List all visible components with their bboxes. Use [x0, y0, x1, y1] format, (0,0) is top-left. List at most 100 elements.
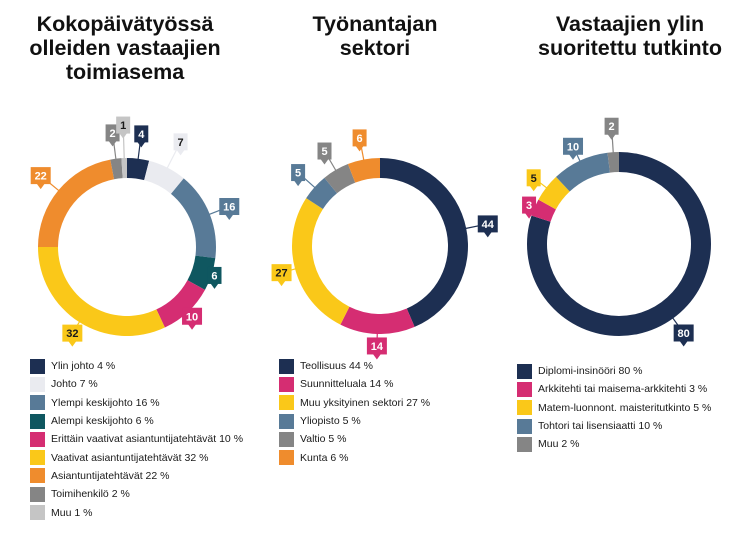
svg-text:1: 1 — [120, 120, 126, 132]
legend-swatch — [279, 395, 294, 411]
legend-label: Suunnitteluala 14 % — [300, 378, 394, 391]
legend-item: Ylempi keskijohto 16 % — [30, 394, 243, 412]
legend-swatch — [30, 358, 45, 374]
data-label: 32 — [62, 320, 83, 347]
donut-slice — [607, 152, 619, 173]
legend-label: Erittäin vaativat asiantuntijatehtävät 1… — [51, 433, 244, 446]
data-label: 6 — [207, 266, 222, 289]
legend-item: Kunta 6 % — [279, 448, 430, 466]
data-label: 80 — [671, 316, 694, 347]
legend-item: Muu 1 % — [30, 503, 243, 521]
legend-swatch — [517, 436, 532, 452]
legend-label: Johto 7 % — [51, 378, 98, 391]
legend-label: Ylempi keskijohto 16 % — [51, 396, 160, 409]
data-label: 6 — [352, 129, 367, 162]
data-label: 2 — [105, 124, 120, 161]
svg-text:5: 5 — [321, 146, 327, 158]
data-label: 1 — [116, 116, 131, 161]
legend-label: Muu 2 % — [538, 438, 580, 451]
data-label: 10 — [182, 307, 203, 330]
donut-slice — [38, 159, 115, 247]
data-label: 4 — [134, 125, 149, 161]
legend-swatch — [30, 395, 45, 411]
legend-swatch — [279, 450, 294, 466]
svg-text:6: 6 — [211, 270, 217, 282]
legend-item: Erittäin vaativat asiantuntijatehtävät 1… — [30, 430, 243, 448]
legend-item: Ylin johto 4 % — [30, 357, 243, 375]
data-label: 16 — [207, 198, 240, 221]
legend-item: Yliopisto 5 % — [279, 412, 430, 430]
data-label: 2 — [604, 117, 619, 155]
legend-label: Valtio 5 % — [300, 433, 347, 446]
legend-item: Vaativat asiantuntijatehtävät 32 % — [30, 448, 243, 466]
svg-text:3: 3 — [526, 200, 532, 212]
legend-item: Matem-luonnont. maisteritutkinto 5 % — [517, 399, 711, 417]
legend-label: Alempi keskijohto 6 % — [51, 415, 154, 428]
legend-label: Toimihenkilö 2 % — [51, 488, 130, 501]
donut-slice — [144, 160, 184, 194]
svg-text:4: 4 — [138, 129, 145, 141]
legend-item: Toimihenkilö 2 % — [30, 485, 243, 503]
donut-slice — [347, 158, 380, 183]
legend-label: Asiantuntijatehtävät 22 % — [51, 469, 170, 482]
legend-swatch — [517, 400, 532, 416]
data-label: 5 — [291, 164, 317, 190]
svg-text:22: 22 — [35, 171, 47, 183]
legend-item: Arkkitehti tai maisema-arkkitehti 3 % — [517, 380, 711, 398]
data-label: 3 — [522, 196, 537, 219]
donut-chart-sector: 44 14 27 5 5 6 — [271, 129, 498, 360]
svg-text:14: 14 — [371, 341, 384, 353]
legend-swatch — [279, 431, 294, 447]
svg-text:27: 27 — [275, 268, 287, 280]
svg-text:2: 2 — [110, 128, 116, 140]
chart-title-sector: Työnantajan sektori — [312, 12, 438, 60]
data-label: 14 — [366, 331, 387, 360]
legend-label: Teollisuus 44 % — [300, 360, 373, 373]
data-label: 7 — [165, 133, 188, 170]
chart-panel-sector: Työnantajan sektori 44 14 27 5 5 6 Teollisuus… — [250, 0, 500, 546]
legend-swatch — [517, 363, 532, 379]
legend-item: Teollisuus 44 % — [279, 357, 430, 375]
legend-swatch — [279, 376, 294, 392]
legend-swatch — [279, 413, 294, 429]
legend-item: Asiantuntijatehtävät 22 % — [30, 467, 243, 485]
legend-item: Muu 2 % — [517, 435, 711, 453]
legend-label: Muu 1 % — [51, 506, 93, 519]
data-label: 5 — [526, 169, 549, 192]
chart-title-degree: Vastaajien ylin suoritettu tutkinto — [538, 12, 722, 60]
legend-label: Ylin johto 4 % — [51, 360, 116, 373]
legend-swatch — [517, 418, 532, 434]
legend-item: Tohtori tai lisensiaatti 10 % — [517, 417, 711, 435]
donut-slice — [156, 280, 205, 328]
legend-swatch — [30, 376, 45, 392]
legend-item: Valtio 5 % — [279, 430, 430, 448]
chart-panel-position: Kokopäivätyössä olleiden vastaajien toim… — [0, 0, 250, 546]
donut-slice — [110, 158, 123, 180]
svg-text:80: 80 — [678, 328, 690, 340]
legend-swatch — [30, 468, 45, 484]
svg-text:5: 5 — [295, 168, 301, 180]
legend-item: Suunnitteluala 14 % — [279, 375, 430, 393]
legend-label: Matem-luonnont. maisteritutkinto 5 % — [538, 401, 712, 414]
chart-title-position: Kokopäivätyössä olleiden vastaajien toim… — [29, 12, 221, 84]
legend-swatch — [30, 486, 45, 502]
svg-text:2: 2 — [609, 121, 615, 133]
svg-text:32: 32 — [66, 328, 78, 340]
svg-text:10: 10 — [567, 141, 579, 153]
donut-chart-degree: 80 3 5 10 2 — [522, 117, 711, 347]
donut-slice — [127, 158, 150, 181]
legend-swatch — [30, 413, 45, 429]
donut-slice — [324, 164, 356, 194]
donut-slice — [556, 152, 610, 192]
legend-swatch — [30, 505, 45, 521]
legend-label: Tohtori tai lisensiaatti 10 % — [538, 420, 663, 433]
legend-label: Vaativat asiantuntijatehtävät 32 % — [51, 451, 209, 464]
donut-slice — [121, 158, 127, 179]
donut-slice — [538, 176, 570, 210]
legend-item: Alempi keskijohto 6 % — [30, 412, 243, 430]
legend-swatch — [279, 358, 294, 374]
data-label: 27 — [271, 264, 298, 287]
data-label: 10 — [563, 137, 584, 163]
legend-sector: Teollisuus 44 % Suunnitteluala 14 % Muu yk… — [279, 357, 430, 467]
